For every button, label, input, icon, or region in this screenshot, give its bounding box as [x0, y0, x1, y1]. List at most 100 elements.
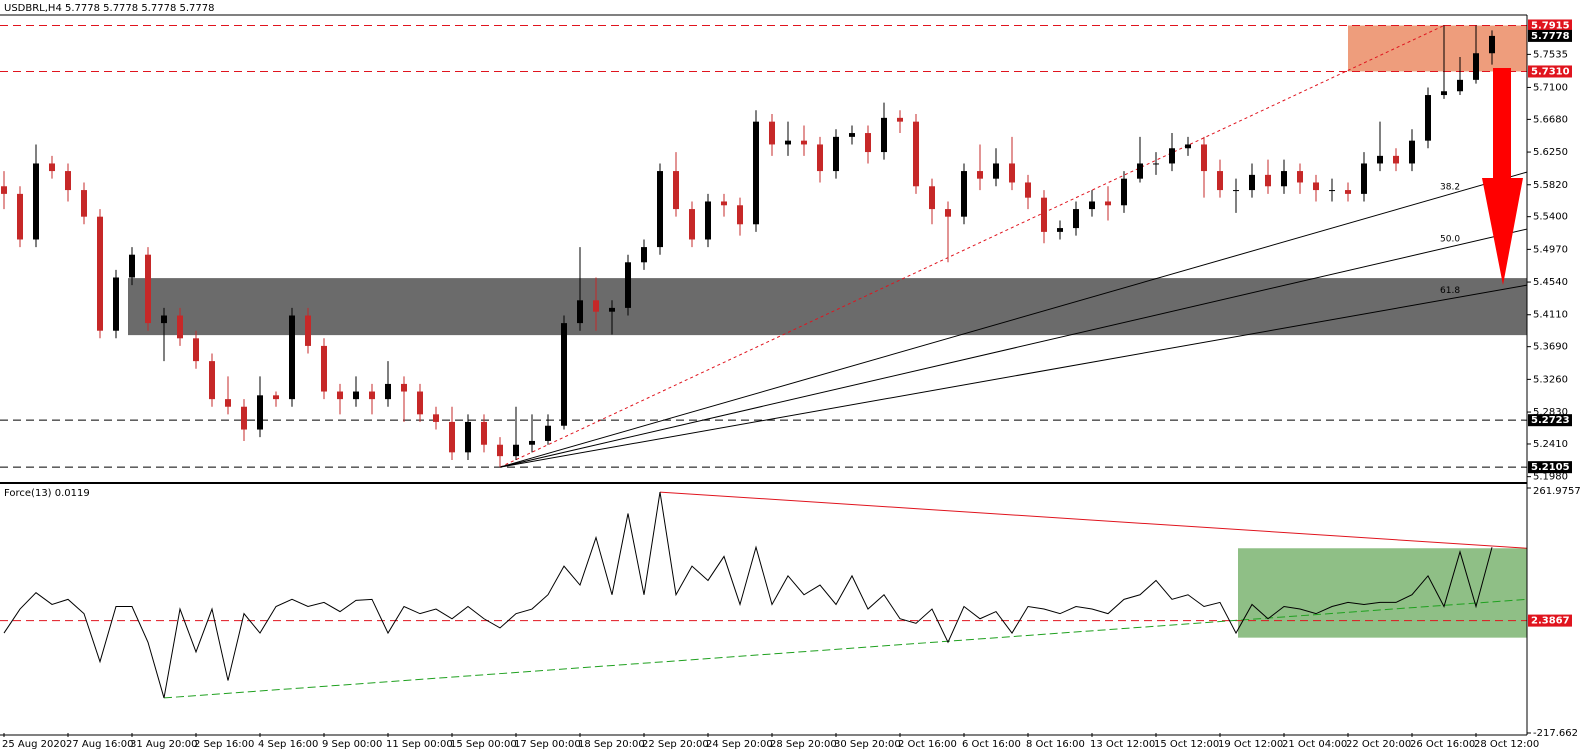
- y-tick-label: 5.7535: [1533, 49, 1568, 60]
- candle-body: [1441, 91, 1447, 96]
- candle-body: [161, 315, 167, 324]
- candle-body: [1041, 197, 1047, 232]
- x-tick-label: 28 Sep 20:00: [770, 739, 837, 750]
- candle-body: [1249, 174, 1255, 191]
- candle-body: [1361, 163, 1367, 194]
- fan-label: 50.0: [1440, 235, 1460, 245]
- candle-body: [1201, 144, 1207, 172]
- marks: [1, 25, 1495, 699]
- level-label: 5.2105: [1531, 462, 1570, 473]
- candle-body: [481, 421, 487, 445]
- candle-body: [321, 345, 327, 392]
- candle-body: [657, 171, 663, 248]
- x-tick-label: 27 Aug 16:00: [66, 739, 133, 750]
- candle-body: [273, 395, 279, 400]
- candle-body: [1057, 228, 1063, 232]
- candle-body: [929, 186, 935, 210]
- candle-body: [1105, 201, 1111, 206]
- candle-body: [753, 121, 759, 225]
- candle-body: [673, 171, 679, 210]
- candle-body: [945, 209, 951, 217]
- y-tick-label: 5.4540: [1533, 277, 1568, 288]
- zones: [128, 25, 1527, 638]
- fan-line: [499, 228, 1528, 468]
- y-tick-label: 261.9757: [1533, 486, 1581, 497]
- y-tick-label: 5.3690: [1533, 342, 1568, 353]
- indicator-title: Force(13) 0.0119: [4, 488, 90, 499]
- fan-line: [499, 284, 1528, 468]
- zone: [128, 278, 1527, 336]
- candle-body: [881, 117, 887, 153]
- candle-body: [1473, 53, 1479, 80]
- fan-label: 61.8: [1440, 286, 1460, 296]
- x-tick-label: 11 Sep 00:00: [386, 739, 453, 750]
- candle-body: [897, 117, 903, 122]
- candle-body: [497, 444, 503, 457]
- level-label: 5.7310: [1531, 66, 1570, 77]
- candle-body: [1153, 163, 1159, 165]
- candle-body: [33, 163, 39, 240]
- candle-body: [369, 391, 375, 400]
- level-label: 5.7915: [1531, 20, 1570, 31]
- candle-body: [1233, 190, 1239, 192]
- candle-body: [1313, 182, 1319, 191]
- x-tick-label: 9 Sep 00:00: [322, 739, 382, 750]
- candle-body: [561, 323, 567, 426]
- x-tick-label: 25 Aug 2020: [2, 739, 66, 750]
- candle-body: [1121, 178, 1127, 206]
- y-tick-label: 5.1980: [1533, 472, 1568, 483]
- candle-body: [577, 300, 583, 324]
- candle-body: [977, 171, 983, 179]
- candle-body: [961, 171, 967, 217]
- candle-body: [209, 361, 215, 400]
- candle-body: [241, 406, 247, 430]
- fan-label: 38.2: [1440, 183, 1460, 193]
- candle-body: [465, 421, 471, 453]
- x-tick-label: 22 Sep 20:00: [642, 739, 709, 750]
- x-tick-label: 6 Oct 16:00: [962, 739, 1021, 750]
- level-label: 2.3867: [1531, 616, 1570, 627]
- x-tick-label: 24 Sep 20:00: [706, 739, 773, 750]
- labels: USDBRL,H4 5.7778 5.7778 5.7778 5.7778 Fo…: [2, 3, 1581, 750]
- zone: [1348, 25, 1527, 72]
- candle-body: [81, 190, 87, 217]
- candle-body: [833, 136, 839, 172]
- candle-body: [817, 144, 823, 172]
- candle-body: [641, 247, 647, 263]
- candle-body: [545, 425, 551, 441]
- level-label-box: [1528, 414, 1572, 427]
- candle-body: [1073, 209, 1079, 229]
- candle-body: [849, 133, 855, 137]
- candle-body: [529, 440, 535, 445]
- candle-body: [785, 140, 791, 145]
- y-tick-label: 5.6250: [1533, 147, 1568, 158]
- candle-body: [609, 307, 615, 312]
- y-tick-label: 5.2830: [1533, 407, 1568, 418]
- candle-body: [449, 421, 455, 453]
- y-tick-label: 5.4970: [1533, 244, 1568, 255]
- x-tick-label: 17 Sep 00:00: [514, 739, 581, 750]
- candle-body: [129, 254, 135, 278]
- fan-line: [499, 171, 1528, 468]
- x-tick-label: 28 Oct 12:00: [1474, 739, 1539, 750]
- candle-body: [433, 414, 439, 422]
- level-label: 5.2723: [1531, 415, 1570, 426]
- force-line: [3, 491, 1493, 699]
- x-tick-label: 15 Oct 12:00: [1154, 739, 1219, 750]
- x-tick-label: 21 Oct 04:00: [1282, 739, 1347, 750]
- candle-body: [17, 193, 23, 240]
- candle-body: [385, 383, 391, 400]
- x-tick-label: 2 Sep 16:00: [194, 739, 254, 750]
- candle-body: [225, 399, 231, 407]
- candle-body: [145, 254, 151, 324]
- candle-body: [337, 391, 343, 400]
- candle-body: [1089, 201, 1095, 210]
- candle-body: [113, 277, 119, 331]
- zone: [1238, 548, 1527, 638]
- candle-body: [401, 383, 407, 392]
- candle-body: [1281, 171, 1287, 187]
- x-tick-label: 31 Aug 20:00: [130, 739, 197, 750]
- level-label-box: [1528, 29, 1572, 42]
- x-tick-label: 13 Oct 12:00: [1090, 739, 1155, 750]
